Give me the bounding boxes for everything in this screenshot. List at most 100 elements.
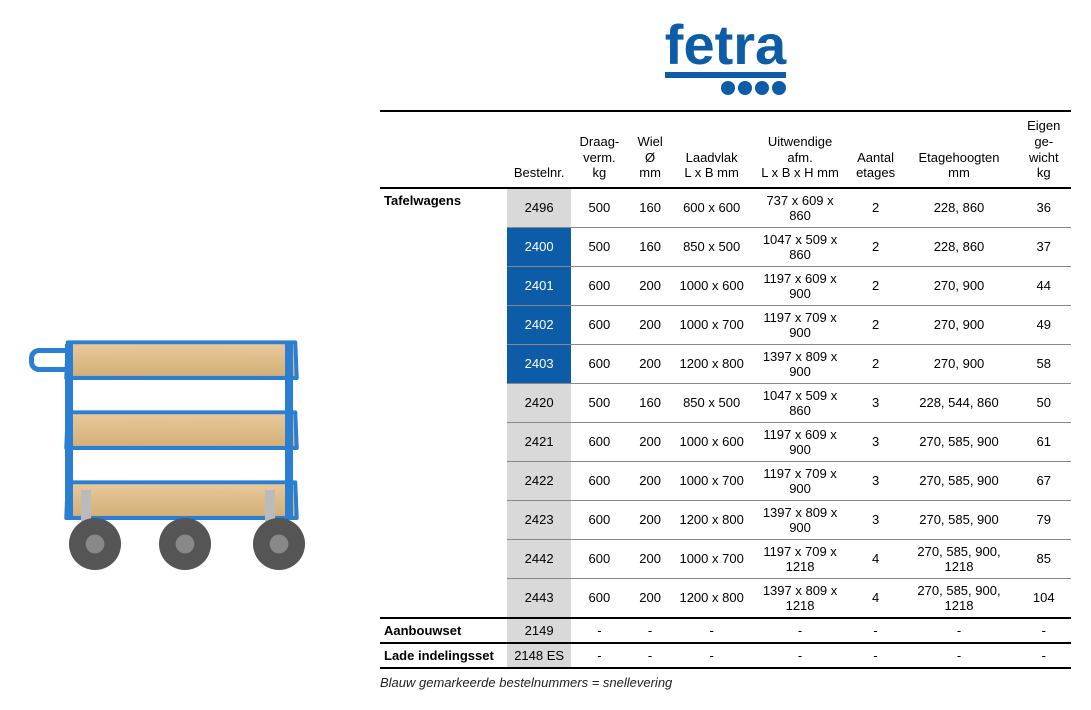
cell-ext: 1197 x 709 x 900 bbox=[750, 461, 849, 500]
cell-levels: 2 bbox=[850, 344, 902, 383]
cell-capacity: 600 bbox=[571, 344, 627, 383]
cell-capacity: 600 bbox=[571, 500, 627, 539]
cell-heights: 270, 585, 900, 1218 bbox=[901, 578, 1016, 618]
cell-heights: - bbox=[901, 618, 1016, 643]
order-number: 2149 bbox=[507, 618, 572, 643]
order-number: 2401 bbox=[507, 266, 572, 305]
cell-weight: 37 bbox=[1017, 227, 1071, 266]
cell-heights: 228, 860 bbox=[901, 227, 1016, 266]
cell-ext: 1047 x 509 x 860 bbox=[750, 383, 849, 422]
cell-weight: 79 bbox=[1017, 500, 1071, 539]
col-header: Aantaletages bbox=[850, 111, 902, 187]
cell-capacity: - bbox=[571, 643, 627, 668]
cell-heights: 270, 900 bbox=[901, 344, 1016, 383]
cell-heights: - bbox=[901, 643, 1016, 668]
cell-ext: 1397 x 809 x 900 bbox=[750, 344, 849, 383]
cell-levels: 4 bbox=[850, 539, 902, 578]
order-number: 2400 bbox=[507, 227, 572, 266]
cell-ext: 1197 x 709 x 900 bbox=[750, 305, 849, 344]
spec-table: Bestelnr.Draag-verm. kgWiel ØmmLaadvlakL… bbox=[380, 110, 1071, 668]
logo-text: fetra bbox=[665, 13, 786, 76]
cell-heights: 228, 860 bbox=[901, 188, 1016, 228]
table-head: Bestelnr.Draag-verm. kgWiel ØmmLaadvlakL… bbox=[380, 111, 1071, 187]
cell-ext: 1197 x 609 x 900 bbox=[750, 422, 849, 461]
section-label: Aanbouwset bbox=[380, 618, 507, 643]
cell-wheel: 160 bbox=[627, 188, 673, 228]
logo-area: fetra bbox=[380, 20, 1071, 95]
col-header: Wiel Ømm bbox=[627, 111, 673, 187]
col-header: Draag-verm. kg bbox=[571, 111, 627, 187]
cell-levels: 3 bbox=[850, 461, 902, 500]
cell-capacity: 600 bbox=[571, 461, 627, 500]
cell-load: 600 x 600 bbox=[673, 188, 751, 228]
cell-capacity: 600 bbox=[571, 305, 627, 344]
order-number: 2403 bbox=[507, 344, 572, 383]
cell-ext: 1197 x 609 x 900 bbox=[750, 266, 849, 305]
cell-weight: 49 bbox=[1017, 305, 1071, 344]
cell-capacity: 500 bbox=[571, 188, 627, 228]
cell-heights: 270, 900 bbox=[901, 305, 1016, 344]
cell-ext: 1197 x 709 x 1218 bbox=[750, 539, 849, 578]
cell-weight: 61 bbox=[1017, 422, 1071, 461]
cell-load: 850 x 500 bbox=[673, 227, 751, 266]
col-header: Bestelnr. bbox=[507, 111, 572, 187]
order-number: 2402 bbox=[507, 305, 572, 344]
cell-levels: 2 bbox=[850, 305, 902, 344]
cell-capacity: 600 bbox=[571, 266, 627, 305]
cell-wheel: 160 bbox=[627, 227, 673, 266]
order-number: 2421 bbox=[507, 422, 572, 461]
cell-wheel: 200 bbox=[627, 578, 673, 618]
cell-load: 1200 x 800 bbox=[673, 578, 751, 618]
cell-load: 1000 x 600 bbox=[673, 266, 751, 305]
cell-heights: 228, 544, 860 bbox=[901, 383, 1016, 422]
cell-load: 1000 x 700 bbox=[673, 461, 751, 500]
cell-load: - bbox=[673, 643, 751, 668]
cell-capacity: - bbox=[571, 618, 627, 643]
col-header bbox=[380, 111, 507, 187]
cell-levels: 3 bbox=[850, 422, 902, 461]
order-number: 2496 bbox=[507, 188, 572, 228]
cell-weight: 67 bbox=[1017, 461, 1071, 500]
order-number: 2442 bbox=[507, 539, 572, 578]
cell-capacity: 600 bbox=[571, 578, 627, 618]
cart-illustration bbox=[35, 310, 335, 570]
cell-heights: 270, 585, 900 bbox=[901, 461, 1016, 500]
order-number: 2148 ES bbox=[507, 643, 572, 668]
cell-capacity: 600 bbox=[571, 422, 627, 461]
cell-ext: - bbox=[750, 643, 849, 668]
cell-capacity: 600 bbox=[571, 539, 627, 578]
table-row: Tafelwagens2496500160600 x 600737 x 609 … bbox=[380, 188, 1071, 228]
section-label: Tafelwagens bbox=[380, 188, 507, 618]
cell-wheel: 200 bbox=[627, 461, 673, 500]
cell-ext: - bbox=[750, 618, 849, 643]
product-image-area bbox=[20, 20, 350, 690]
cell-ext: 1397 x 809 x 1218 bbox=[750, 578, 849, 618]
col-header: Eigen ge-wicht kg bbox=[1017, 111, 1071, 187]
cell-load: 850 x 500 bbox=[673, 383, 751, 422]
cell-levels: 2 bbox=[850, 266, 902, 305]
fetra-logo: fetra bbox=[665, 20, 786, 95]
cell-weight: 58 bbox=[1017, 344, 1071, 383]
cell-levels: 4 bbox=[850, 578, 902, 618]
table-row: Aanbouwset2149------- bbox=[380, 618, 1071, 643]
cell-weight: 85 bbox=[1017, 539, 1071, 578]
cell-load: 1000 x 700 bbox=[673, 539, 751, 578]
cell-load: 1000 x 700 bbox=[673, 305, 751, 344]
cell-heights: 270, 900 bbox=[901, 266, 1016, 305]
footnote: Blauw gemarkeerde bestelnummers = snelle… bbox=[380, 675, 1071, 690]
cell-ext: 1047 x 509 x 860 bbox=[750, 227, 849, 266]
order-number: 2420 bbox=[507, 383, 572, 422]
table-body: Tafelwagens2496500160600 x 600737 x 609 … bbox=[380, 188, 1071, 668]
cell-load: 1200 x 800 bbox=[673, 344, 751, 383]
cell-wheel: 200 bbox=[627, 539, 673, 578]
section-label: Lade indelingsset bbox=[380, 643, 507, 668]
cell-heights: 270, 585, 900 bbox=[901, 500, 1016, 539]
cell-wheel: 200 bbox=[627, 500, 673, 539]
page-container: fetra Bestelnr.Draag-verm. kgWiel ØmmLaa… bbox=[20, 20, 1071, 690]
col-header: Uitwendige afm.L x B x H mm bbox=[750, 111, 849, 187]
cell-heights: 270, 585, 900, 1218 bbox=[901, 539, 1016, 578]
cell-wheel: 200 bbox=[627, 344, 673, 383]
cell-weight: - bbox=[1017, 618, 1071, 643]
cell-levels: - bbox=[850, 618, 902, 643]
cell-weight: 104 bbox=[1017, 578, 1071, 618]
